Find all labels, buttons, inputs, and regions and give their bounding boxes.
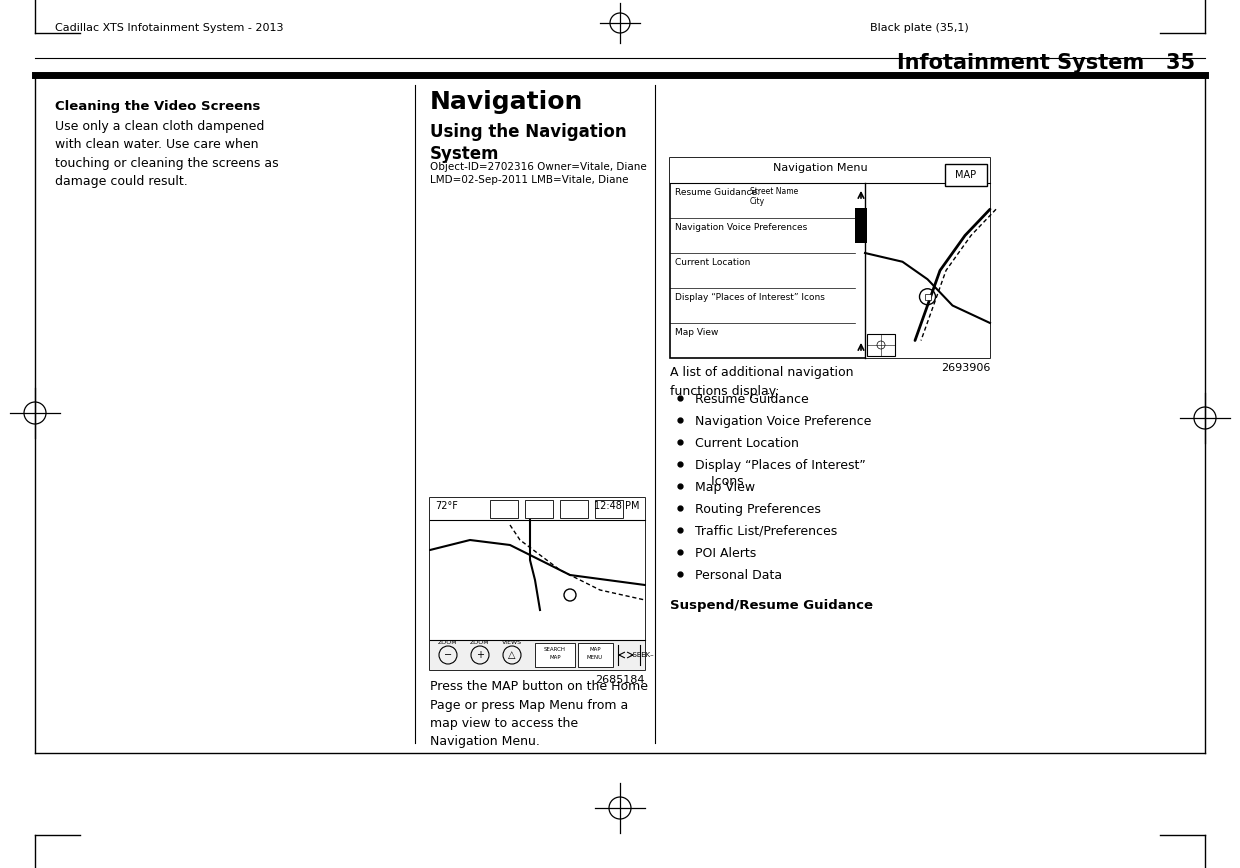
Text: Current Location: Current Location [675, 258, 750, 267]
Text: Map View: Map View [675, 328, 718, 337]
Text: Street Name
City: Street Name City [750, 187, 799, 207]
Bar [430, 498, 645, 670]
Text: VIEWS: VIEWS [502, 640, 522, 645]
Text: 72°F: 72°F [435, 501, 458, 511]
Bar [430, 520, 645, 640]
Text: ZOOM: ZOOM [470, 640, 490, 645]
Text: Resume Guidance: Resume Guidance [694, 393, 808, 406]
Text: Cleaning the Video Screens: Cleaning the Video Screens [55, 100, 260, 113]
Text: Navigation Voice Preference: Navigation Voice Preference [694, 415, 872, 428]
Text: Press the MAP button on the Home
Page or press Map Menu from a
map view to acces: Press the MAP button on the Home Page or… [430, 680, 649, 748]
Text: –SEEK–: –SEEK– [630, 652, 655, 658]
Bar [867, 334, 895, 356]
Bar [945, 164, 987, 186]
Text: −: − [444, 650, 453, 660]
Bar [856, 208, 867, 243]
Text: Infotainment System   35: Infotainment System 35 [897, 53, 1195, 73]
Bar [925, 293, 930, 299]
Text: Display “Places of Interest” Icons: Display “Places of Interest” Icons [675, 293, 825, 302]
Text: Traffic List/Preferences: Traffic List/Preferences [694, 525, 837, 538]
Text: System: System [430, 145, 500, 163]
Text: Current Location: Current Location [694, 437, 799, 450]
Text: ZOOM: ZOOM [438, 640, 458, 645]
Text: +: + [476, 650, 484, 660]
Text: 2685184: 2685184 [595, 675, 645, 685]
Text: Cadillac XTS Infotainment System - 2013: Cadillac XTS Infotainment System - 2013 [55, 23, 284, 33]
Bar [560, 500, 588, 518]
Text: MAP: MAP [549, 655, 560, 660]
Text: △: △ [508, 650, 516, 660]
Bar [430, 498, 645, 520]
Bar [670, 158, 990, 358]
Bar [490, 500, 518, 518]
Text: SEARCH: SEARCH [544, 647, 565, 652]
Bar [578, 643, 613, 667]
Bar [534, 643, 575, 667]
Bar [525, 500, 553, 518]
Bar [430, 640, 645, 670]
Text: 12:48 PM: 12:48 PM [594, 501, 640, 511]
Text: MENU: MENU [587, 655, 603, 660]
Text: Using the Navigation: Using the Navigation [430, 123, 626, 141]
Bar [595, 500, 622, 518]
Text: Suspend/Resume Guidance: Suspend/Resume Guidance [670, 599, 873, 612]
Text: Map View: Map View [694, 481, 755, 494]
Bar [670, 158, 990, 183]
Text: POI Alerts: POI Alerts [694, 547, 756, 560]
Text: Navigation Voice Preferences: Navigation Voice Preferences [675, 223, 807, 232]
Text: A list of additional navigation
functions display:: A list of additional navigation function… [670, 366, 853, 398]
Text: Object-ID=2702316 Owner=Vitale, Diane
LMD=02-Sep-2011 LMB=Vitale, Diane: Object-ID=2702316 Owner=Vitale, Diane LM… [430, 162, 647, 185]
Text: Personal Data: Personal Data [694, 569, 782, 582]
Text: Navigation: Navigation [430, 90, 583, 114]
Text: MAP: MAP [956, 170, 977, 180]
Bar [866, 183, 990, 358]
Text: Resume Guidance:: Resume Guidance: [675, 188, 760, 197]
Text: MAP: MAP [589, 647, 601, 652]
Text: Display “Places of Interest”
    Icons: Display “Places of Interest” Icons [694, 459, 866, 488]
Text: Use only a clean cloth dampened
with clean water. Use care when
touching or clea: Use only a clean cloth dampened with cle… [55, 120, 279, 188]
Text: Navigation Menu: Navigation Menu [773, 163, 867, 173]
Text: Black plate (35,1): Black plate (35,1) [870, 23, 968, 33]
Text: Routing Preferences: Routing Preferences [694, 503, 821, 516]
Text: 2693906: 2693906 [941, 363, 990, 373]
